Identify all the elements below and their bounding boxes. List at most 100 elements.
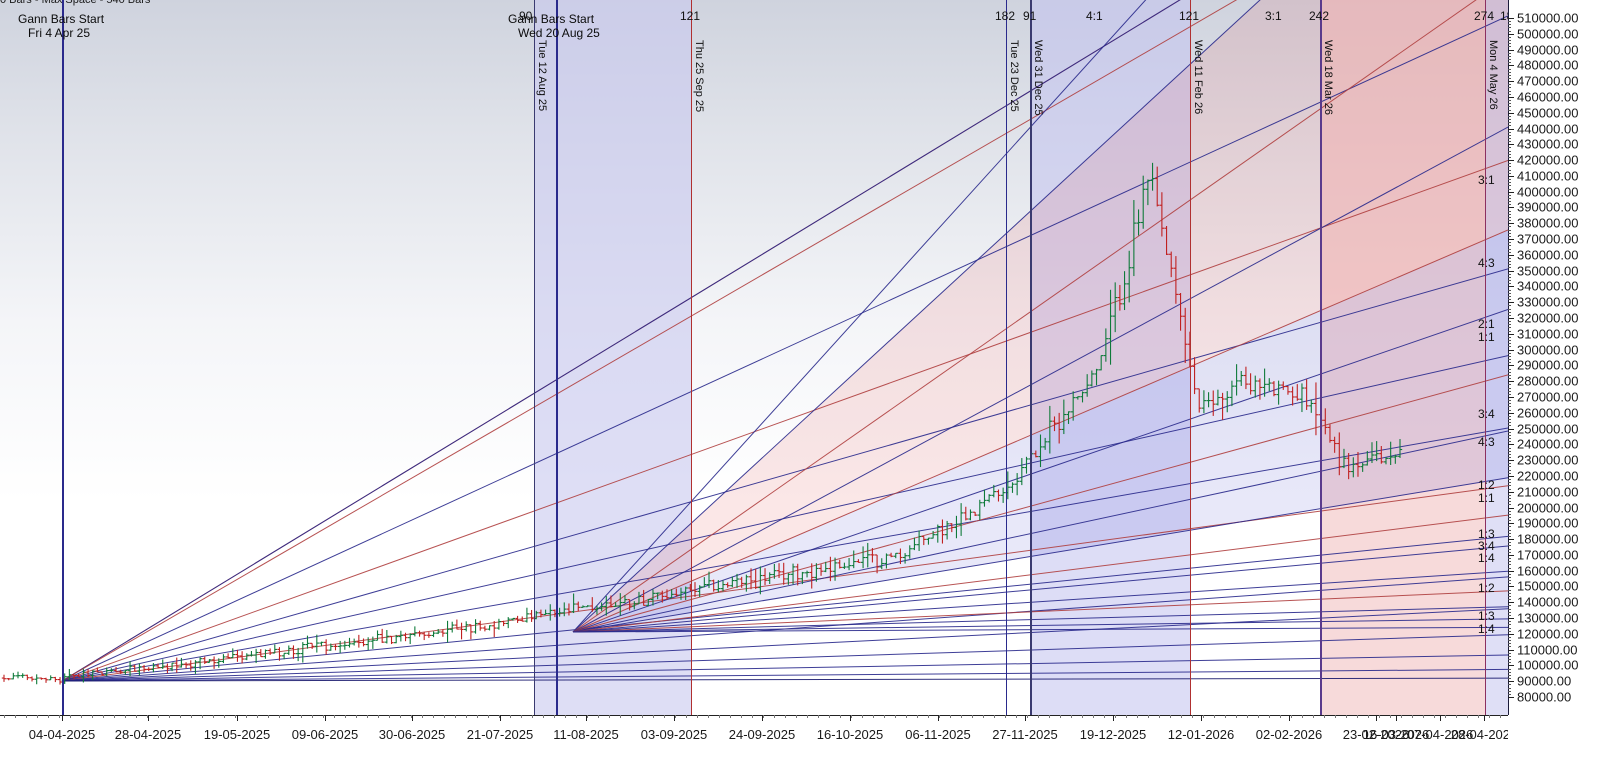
price-minor-tick — [1508, 535, 1511, 537]
price-tick — [1508, 65, 1514, 67]
price-minor-tick — [1508, 387, 1511, 389]
date-minor-tick — [1115, 715, 1116, 718]
fan2-line-2 — [572, 0, 1477, 633]
price-minor-tick — [1508, 150, 1511, 152]
price-minor-tick — [1508, 359, 1511, 361]
date-tick — [1201, 715, 1202, 721]
date-minor-tick — [1357, 715, 1358, 718]
date-line-label: Wed 31 Dec 25 — [1032, 40, 1044, 116]
date-tick — [237, 715, 238, 721]
date-line-8[interactable] — [1485, 0, 1487, 715]
date-minor-tick — [774, 715, 775, 718]
price-minor-tick — [1508, 479, 1511, 481]
date-minor-tick — [741, 715, 742, 718]
price-minor-tick — [1508, 693, 1511, 695]
price-minor-tick — [1508, 409, 1511, 411]
price-minor-tick — [1508, 419, 1511, 421]
price-minor-tick — [1508, 204, 1511, 206]
date-minor-tick — [257, 715, 258, 718]
date-tick — [1113, 715, 1114, 721]
price-tick-label: 430000.00 — [1517, 136, 1579, 152]
degree-label-6: 3:1 — [1265, 9, 1282, 23]
date-minor-tick — [1016, 715, 1017, 718]
price-minor-tick — [1508, 576, 1511, 578]
date-minor-tick — [796, 715, 797, 718]
price-tick — [1508, 539, 1514, 541]
price-tick — [1508, 365, 1514, 367]
price-minor-tick — [1508, 109, 1511, 111]
price-tick-label: 290000.00 — [1517, 357, 1579, 373]
date-minor-tick — [499, 715, 500, 718]
price-minor-tick — [1508, 403, 1511, 405]
price-minor-tick — [1508, 115, 1511, 117]
chart-plot-area[interactable]: 0 Bars - Max Space - 540 Bars Tue 12 Aug… — [0, 0, 1508, 715]
fan2-line-11 — [572, 570, 1508, 633]
date-tick — [938, 715, 939, 721]
date-minor-tick — [1126, 715, 1127, 718]
price-tick-label: 300000.00 — [1517, 342, 1579, 358]
date-minor-tick — [510, 715, 511, 718]
fan1-line-1 — [61, 0, 1181, 682]
date-minor-tick — [433, 715, 434, 718]
price-minor-tick — [1508, 611, 1511, 613]
price-minor-tick — [1508, 229, 1511, 231]
ratio-label-2: 2:1 — [1478, 317, 1495, 331]
date-line-7[interactable] — [1320, 0, 1322, 715]
price-tick-label: 120000.00 — [1517, 626, 1579, 642]
date-line-0[interactable] — [62, 0, 64, 715]
price-minor-tick — [1508, 374, 1511, 376]
date-minor-tick — [543, 715, 544, 718]
price-minor-tick — [1508, 583, 1511, 585]
price-minor-tick — [1508, 280, 1511, 282]
date-line-3[interactable] — [691, 0, 693, 715]
date-tick — [762, 715, 763, 721]
date-minor-tick — [367, 715, 368, 718]
fan1-line-6 — [61, 355, 1508, 682]
date-minor-tick — [1258, 715, 1259, 718]
date-minor-tick — [983, 715, 984, 718]
date-minor-tick — [389, 715, 390, 718]
annotation-gann2: Gann Bars Start Wed 20 Aug 25 — [508, 12, 600, 40]
price-minor-tick — [1508, 630, 1511, 632]
price-tick-label: 250000.00 — [1517, 421, 1579, 437]
date-axis[interactable]: 04-04-2025 28-04-2025 19-05-2025 09-06-2025… — [0, 715, 1517, 760]
fan2-line-13 — [572, 606, 1508, 633]
fan1-line-7 — [61, 427, 1508, 682]
plot-background-gradient — [0, 0, 1508, 715]
date-line-1[interactable] — [534, 0, 536, 715]
price-minor-tick — [1508, 131, 1511, 133]
price-minor-tick — [1508, 662, 1511, 664]
price-minor-tick — [1508, 567, 1511, 569]
price-minor-tick — [1508, 668, 1511, 670]
price-tick — [1508, 223, 1514, 225]
annotation-date: Wed 20 Aug 25 — [518, 26, 600, 40]
fan1-line-2 — [61, 0, 1238, 682]
date-line-5[interactable] — [1030, 0, 1032, 715]
price-minor-tick — [1508, 172, 1511, 174]
price-minor-tick — [1508, 352, 1511, 354]
price-tick-label: 340000.00 — [1517, 278, 1579, 294]
date-minor-tick — [455, 715, 456, 718]
price-minor-tick — [1508, 378, 1511, 380]
date-minor-tick — [873, 715, 874, 718]
price-tick-label: 230000.00 — [1517, 452, 1579, 468]
price-minor-tick — [1508, 655, 1511, 657]
price-minor-tick — [1508, 504, 1511, 506]
date-minor-tick — [4, 715, 5, 718]
date-minor-tick — [840, 715, 841, 718]
date-minor-tick — [862, 715, 863, 718]
date-tick-label: 12-01-2026 — [1167, 727, 1235, 742]
price-minor-tick — [1508, 690, 1511, 692]
date-minor-tick — [158, 715, 159, 718]
price-minor-tick — [1508, 346, 1511, 348]
date-line-2[interactable] — [556, 0, 558, 715]
date-line-6[interactable] — [1190, 0, 1192, 715]
date-line-4[interactable] — [1006, 0, 1008, 715]
price-minor-tick — [1508, 210, 1511, 212]
price-minor-tick — [1508, 545, 1511, 547]
date-minor-tick — [213, 715, 214, 718]
date-minor-tick — [488, 715, 489, 718]
date-minor-tick — [1280, 715, 1281, 718]
price-axis[interactable]: 510000.00 500000.00 490000.00 480000.00 4700… — [1508, 0, 1600, 715]
date-tick — [1396, 715, 1397, 721]
